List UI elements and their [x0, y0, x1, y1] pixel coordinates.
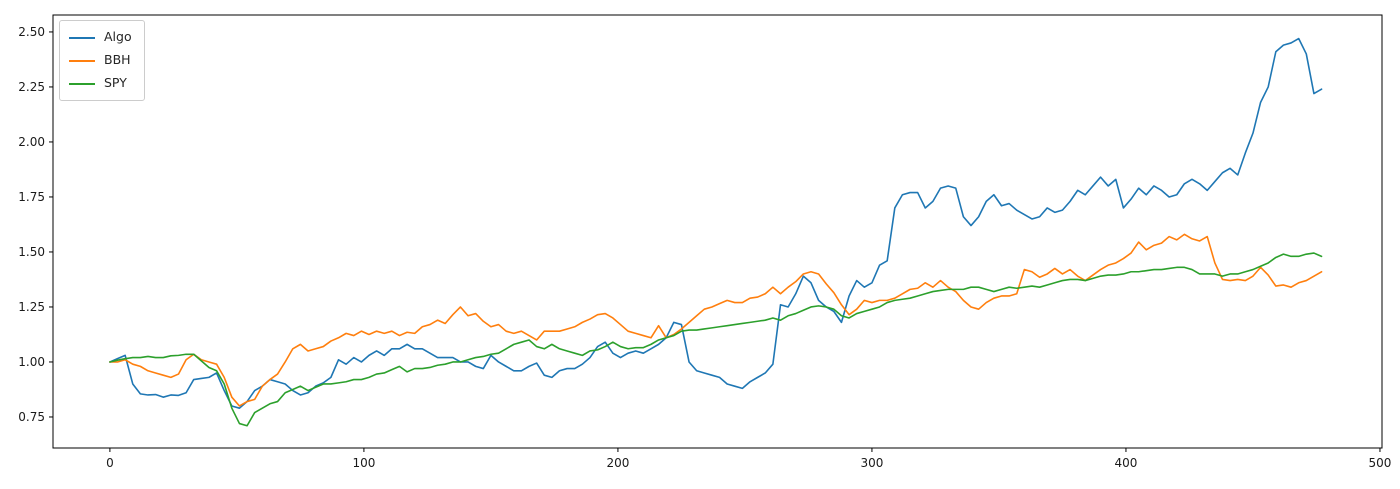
- x-tick-label: 200: [606, 456, 629, 470]
- bbh-line-swatch-icon: [69, 59, 95, 62]
- spy-line-swatch-icon: [69, 82, 95, 85]
- x-tick-label: 300: [860, 456, 883, 470]
- legend-item-spy: SPY: [69, 72, 132, 95]
- y-tick-label: 1.25: [18, 300, 45, 314]
- y-tick-label: 1.00: [18, 355, 45, 369]
- x-tick-label: 400: [1115, 456, 1138, 470]
- algo-line-series: [109, 37, 1323, 409]
- x-tick-label: 0: [106, 456, 114, 470]
- y-tick-label: 2.25: [18, 80, 45, 94]
- y-tick-label: 1.50: [18, 245, 45, 259]
- axes-frame: [52, 14, 1383, 449]
- y-tick-label: 1.75: [18, 190, 45, 204]
- legend-label: SPY: [104, 75, 127, 91]
- legend-label: BBH: [104, 52, 131, 68]
- y-tick-label: 2.00: [18, 135, 45, 149]
- algo-line-swatch-icon: [69, 36, 95, 39]
- x-tick-label: 100: [352, 456, 375, 470]
- legend-item-algo: Algo: [69, 26, 132, 49]
- bbh-line-series: [109, 233, 1323, 407]
- legend: Algo BBH SPY: [59, 20, 145, 101]
- legend-item-bbh: BBH: [69, 49, 132, 72]
- spy-line-series: [109, 252, 1323, 427]
- y-tick-label: 0.75: [18, 410, 45, 424]
- x-tick-label: 500: [1369, 456, 1392, 470]
- y-tick-label: 2.50: [18, 25, 45, 39]
- legend-label: Algo: [104, 29, 132, 45]
